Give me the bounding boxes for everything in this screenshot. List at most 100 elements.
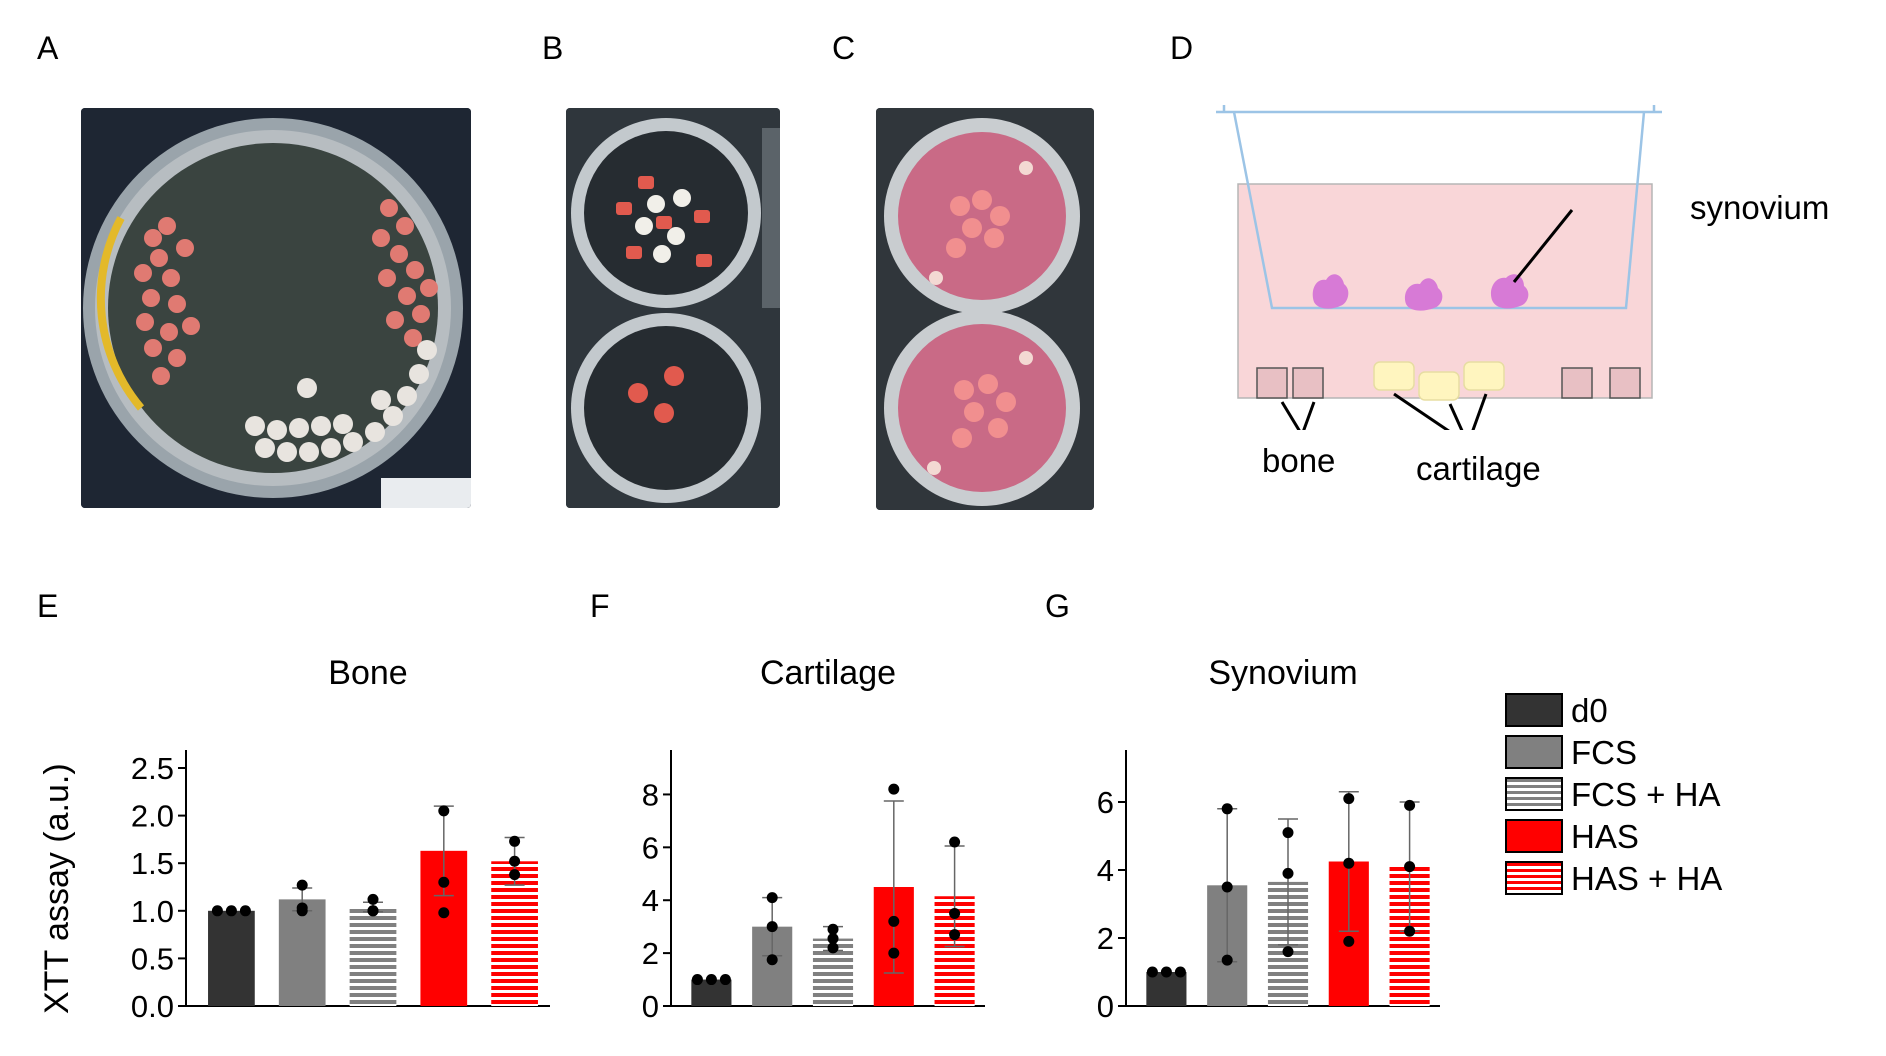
data-point <box>296 902 308 914</box>
y-tick-label: 0.0 <box>131 989 174 1024</box>
data-point <box>438 805 450 817</box>
cartilage-explant-1 <box>1373 361 1415 391</box>
data-point <box>888 783 900 795</box>
synovium-label: synovium <box>1690 189 1830 226</box>
legend-label-has-ha: HAS + HA <box>1571 860 1723 897</box>
data-point <box>367 905 379 917</box>
bar-fcs-ha <box>349 906 397 1006</box>
y-tick-label: 4 <box>642 883 659 918</box>
panel-label-b: B <box>542 30 564 66</box>
data-point <box>1343 793 1355 805</box>
y-tick-label: 2.0 <box>131 799 174 834</box>
bone-pointer-2 <box>1302 401 1316 430</box>
data-point <box>766 921 778 933</box>
panel-label-d: D <box>1170 30 1194 66</box>
data-point <box>719 974 731 986</box>
cartilage-pointer-1 <box>1393 392 1450 430</box>
photo-well-plate-b <box>566 108 780 508</box>
y-tick-label: 1.5 <box>131 846 174 881</box>
y-tick-label: 6 <box>642 830 659 865</box>
petri-dish-illustration <box>81 108 471 508</box>
data-point <box>1343 935 1355 947</box>
legend-label-fcs-ha: FCS + HA <box>1571 776 1721 813</box>
legend-item-fcs: FCS <box>1505 733 1805 775</box>
y-tick-label: 2 <box>642 936 659 971</box>
data-point <box>766 892 778 904</box>
y-tick-label: 8 <box>642 777 659 812</box>
transwell-insert <box>1216 105 1662 310</box>
synovium-explant-1 <box>1312 274 1349 309</box>
y-tick-label: 2.5 <box>131 751 174 786</box>
culture-medium <box>1237 183 1653 399</box>
schematic-pointer-lines <box>1280 209 1574 430</box>
data-point <box>691 974 703 986</box>
chart-legend: d0 FCS FCS + HA HAS HAS + HA <box>1505 691 1805 901</box>
data-point <box>1282 867 1294 879</box>
bone-explant-2 <box>1292 367 1324 399</box>
legend-label-d0: d0 <box>1571 692 1608 729</box>
bar-d0 <box>1146 972 1187 1006</box>
data-point <box>1343 857 1355 869</box>
y-tick-label: 1.0 <box>131 894 174 929</box>
data-point <box>509 869 521 881</box>
legend-item-has: HAS <box>1505 817 1805 859</box>
data-point <box>949 836 961 848</box>
y-tick-label: 2 <box>1097 921 1114 956</box>
photo-petri-dish <box>81 108 471 508</box>
bone-explants <box>1256 367 1641 399</box>
bone-pointer-1 <box>1280 401 1301 430</box>
y-tick-label: 4 <box>1097 853 1114 888</box>
data-point <box>888 915 900 927</box>
panel-label-g: G <box>1045 588 1070 624</box>
synovium-explant-3 <box>1490 274 1529 309</box>
data-point <box>211 905 223 917</box>
legend-label-has: HAS <box>1571 818 1639 855</box>
bone-explant-1 <box>1256 367 1288 399</box>
chart-title: Bone <box>328 654 407 692</box>
data-point <box>766 954 778 966</box>
cartilage-chart: Cartilage 0 2 4 6 8 <box>642 654 985 1024</box>
data-point <box>509 835 521 847</box>
cartilage-explant-3 <box>1463 361 1505 391</box>
y-tick-label: 6 <box>1097 785 1114 820</box>
legend-label-fcs: FCS <box>1571 734 1637 771</box>
data-point <box>1404 861 1416 873</box>
legend-item-fcs-ha: FCS + HA <box>1505 775 1805 817</box>
data-point <box>949 929 961 941</box>
data-point <box>1221 954 1233 966</box>
y-tick-label: 0.5 <box>131 941 174 976</box>
data-point <box>1174 966 1186 978</box>
legend-swatch-has-ha <box>1505 861 1563 895</box>
data-point <box>1404 799 1416 811</box>
data-point <box>1146 966 1158 978</box>
cartilage-label: cartilage <box>1416 450 1541 487</box>
legend-item-has-ha: HAS + HA <box>1505 859 1805 901</box>
y-axis-title: XTT assay (a.u.) <box>38 763 76 1014</box>
data-point <box>1282 827 1294 839</box>
legend-swatch-has <box>1505 819 1563 853</box>
bone-explant-3 <box>1561 367 1593 399</box>
data-point <box>438 907 450 919</box>
data-point <box>1404 925 1416 937</box>
data-point <box>888 947 900 959</box>
data-point <box>1160 966 1172 978</box>
bar-d0 <box>208 910 255 1006</box>
photo-well-plate-c <box>876 108 1094 510</box>
synovium-explants <box>1312 274 1529 311</box>
cartilage-pointer-3 <box>1471 393 1488 430</box>
panel-label-f: F <box>590 588 610 624</box>
y-tick-label: 0 <box>642 989 659 1024</box>
legend-item-d0: d0 <box>1505 691 1805 733</box>
bone-explant-4 <box>1609 367 1641 399</box>
panel-label-c: C <box>832 30 856 66</box>
data-point <box>1221 881 1233 893</box>
chart-title: Synovium <box>1208 654 1357 692</box>
well-plate-c-illustration <box>876 108 1094 510</box>
bar-fcs <box>278 899 326 1006</box>
data-point <box>827 923 839 935</box>
data-point <box>225 905 237 917</box>
data-point <box>296 879 308 891</box>
bone-chart: Bone 0.0 0.5 1.0 1.5 2.0 2.5 <box>131 654 550 1024</box>
data-point <box>827 933 839 945</box>
data-point <box>1282 946 1294 958</box>
